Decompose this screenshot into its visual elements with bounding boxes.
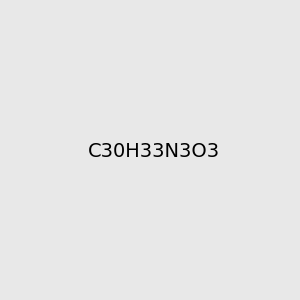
Text: C30H33N3O3: C30H33N3O3 bbox=[88, 142, 220, 161]
